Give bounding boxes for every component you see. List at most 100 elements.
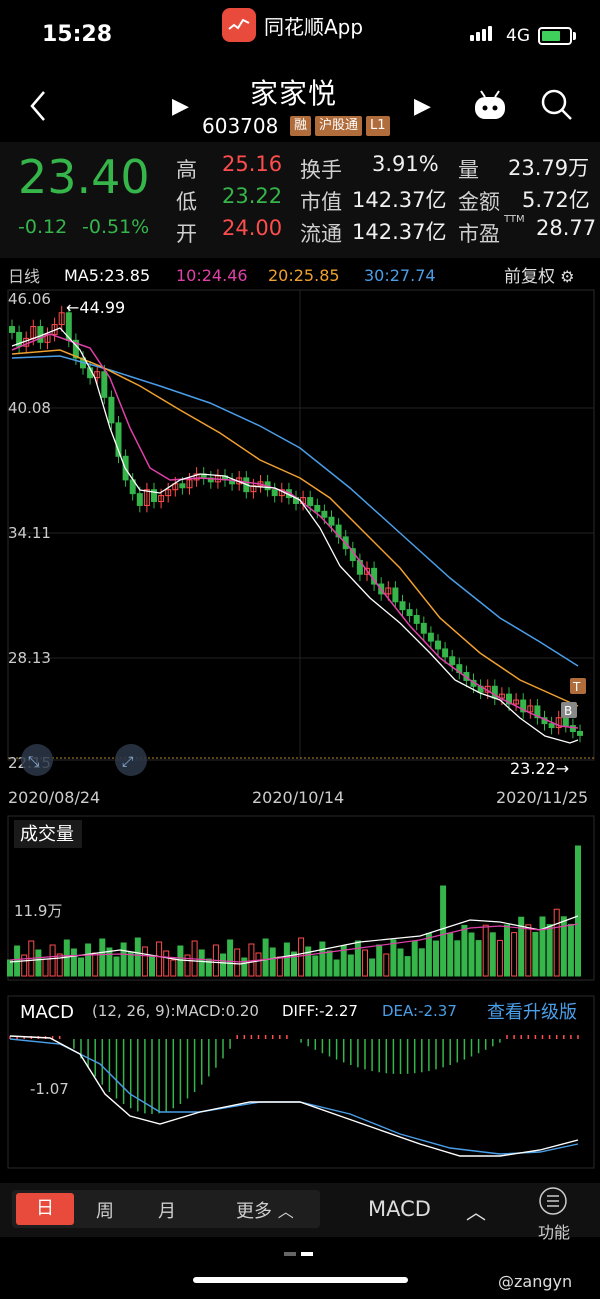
low-value: 23.22 — [222, 184, 283, 208]
pe-value: 28.77 — [536, 216, 597, 240]
tag-connect: 沪股通 — [315, 116, 363, 136]
indicator-select[interactable]: MACD — [368, 1197, 431, 1221]
volume-bar — [291, 951, 297, 977]
home-indicator[interactable] — [193, 1277, 408, 1283]
volume-chart[interactable]: 成交量 11.9万 — [0, 814, 600, 984]
volume-bar — [312, 955, 319, 977]
last-price: 23.40 — [18, 150, 150, 204]
date-end: 2020/11/25 — [496, 788, 589, 807]
period-day-button[interactable]: 日 — [16, 1193, 74, 1225]
volume-bar — [354, 940, 361, 977]
indicator-chevron-icon[interactable]: ︿ — [466, 1200, 486, 1224]
volume-bar — [42, 958, 49, 977]
volume-bar — [276, 956, 283, 977]
search-icon[interactable] — [540, 88, 574, 126]
volume-bar — [433, 940, 439, 977]
volume-bar — [70, 948, 77, 977]
y-label-4: 28.13 — [8, 649, 51, 667]
candle-body — [506, 693, 512, 705]
volume-bar — [489, 932, 496, 977]
prev-stock-button[interactable]: ▶ — [172, 94, 189, 119]
volume-bar — [333, 959, 340, 977]
volume-title: 成交量 — [20, 824, 74, 845]
volume-bar — [78, 957, 84, 977]
ma30-value: 30:27.74 — [364, 265, 436, 285]
period-more-button[interactable]: 更多 ︿ — [236, 1197, 294, 1223]
volume-bar — [340, 945, 347, 977]
volume-bar — [539, 916, 546, 977]
kline-grid — [7, 289, 595, 761]
vol-ma5-line — [9, 915, 579, 965]
ma30-line — [11, 355, 579, 667]
ma20-value: 20:25.85 — [268, 265, 340, 285]
volume-bar — [92, 952, 99, 977]
candle-body — [158, 495, 165, 503]
macd-diff: DIFF:-2.27 — [282, 1002, 358, 1020]
volume-bar — [390, 939, 397, 977]
volume-bar — [35, 949, 42, 977]
macd-chart[interactable]: MACD (12, 26, 9):MACD:0.20 DIFF:-2.27 DE… — [0, 994, 600, 1174]
diff-line — [9, 1035, 579, 1157]
gear-icon: ⚙ — [555, 267, 575, 286]
stock-tags: 融 沪股通 L1 — [290, 116, 390, 136]
volume-bar — [198, 949, 205, 977]
collapse-button[interactable]: ⤡ — [21, 744, 53, 776]
candle-body — [115, 422, 122, 457]
candle-body — [413, 615, 420, 624]
volume-bar — [482, 924, 489, 977]
candle-body — [143, 489, 150, 506]
next-stock-button[interactable]: ▶ — [414, 94, 431, 119]
volume-bar — [376, 944, 383, 977]
trade-badge-t[interactable]: T — [570, 678, 586, 694]
robot-icon[interactable] — [472, 88, 508, 126]
candle-body — [569, 725, 576, 732]
candle-body — [314, 504, 321, 512]
volume-bar — [113, 956, 120, 977]
period-month-button[interactable]: 月 — [158, 1201, 176, 1222]
trade-badge-b[interactable]: B — [561, 702, 577, 718]
adjust-label: 前复权 — [504, 267, 555, 287]
expand-button[interactable]: ⤢ — [115, 744, 147, 776]
volume-bar — [305, 946, 312, 977]
signal-icon — [470, 26, 492, 41]
volume-bar — [518, 916, 525, 977]
volume-bar — [227, 939, 234, 977]
function-label[interactable]: 功能 — [538, 1223, 571, 1242]
tag-margin: 融 — [290, 116, 312, 136]
open-value: 24.00 — [222, 216, 283, 240]
candle-body — [165, 489, 172, 497]
status-time: 15:28 — [42, 22, 113, 47]
candle-body — [364, 567, 370, 575]
candle-body — [399, 601, 406, 611]
app-indicator[interactable]: 同花顺App — [222, 8, 363, 42]
candle-body — [321, 510, 328, 518]
badge-b-label: B — [564, 704, 572, 718]
macd-params: (12, 26, 9):MACD:0.20 — [92, 1002, 259, 1020]
volume-y-label: 11.9万 — [14, 902, 62, 920]
ma10-value: 10:24.46 — [176, 265, 248, 285]
volume-bar — [156, 941, 163, 977]
candle-body — [520, 699, 527, 713]
period-label: 日线 — [8, 267, 41, 286]
kline-chart[interactable]: 46.06 40.08 34.11 28.13 22.15 ←44.99 23.… — [0, 288, 600, 788]
volume-bar — [397, 948, 404, 977]
volume-bar — [447, 932, 454, 977]
period-week-button[interactable]: 周 — [96, 1201, 114, 1222]
menu-icon[interactable] — [538, 1186, 568, 1220]
back-button[interactable] — [24, 88, 54, 124]
ma-legend: 日线 MA5:23.85 10:24.46 20:25.85 30:27.74 — [8, 264, 600, 287]
candle-series — [9, 305, 583, 743]
adjust-setting[interactable]: 前复权 ⚙ — [504, 262, 574, 287]
candle-body — [420, 622, 427, 634]
candle-body — [58, 312, 65, 326]
macd-upgrade-link[interactable]: 查看升级版 — [487, 1002, 577, 1023]
candle-body — [307, 497, 314, 506]
change-percent: -0.51% — [82, 216, 150, 238]
svg-text:⤢: ⤢ — [122, 754, 133, 770]
volume-bar — [269, 947, 276, 977]
candle-body — [527, 705, 534, 713]
y-label-2: 40.08 — [8, 399, 51, 417]
volume-bar — [411, 940, 418, 977]
volume-bar — [404, 956, 411, 977]
ma10-line — [11, 333, 579, 729]
